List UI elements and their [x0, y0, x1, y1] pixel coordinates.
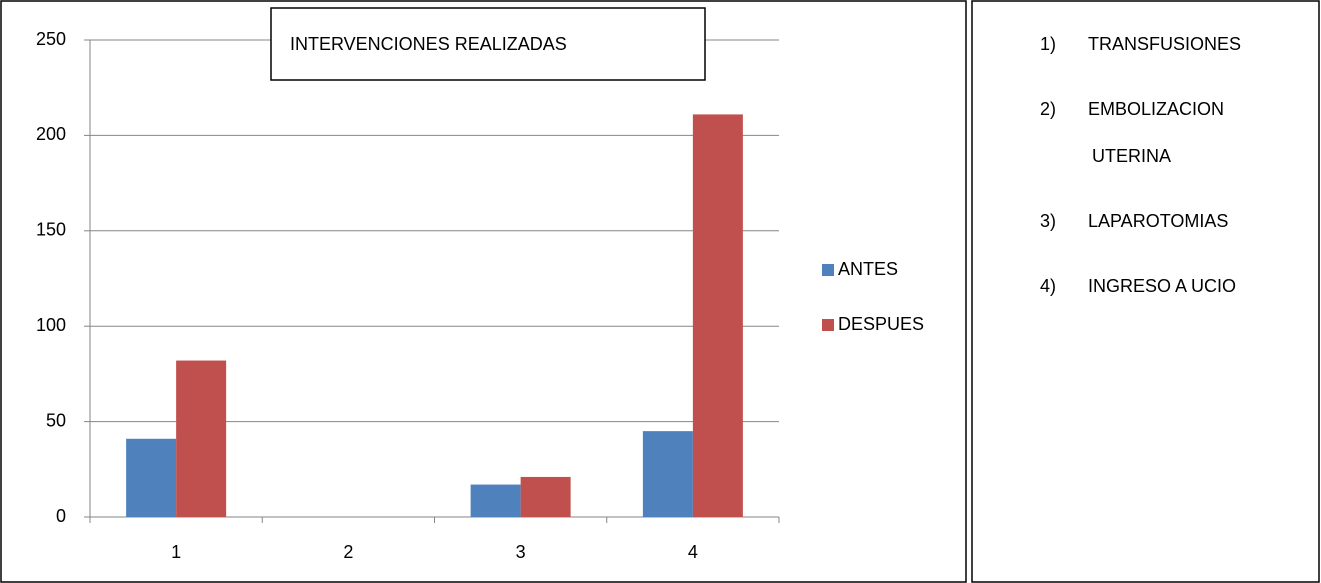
- bar: [692, 114, 743, 518]
- title-box: [270, 7, 706, 81]
- notes: 1) TRANSFUSIONES 2) EMBOLIZACION UTERINA 3) LA…: [1040, 34, 1241, 296]
- note-number: 1): [1040, 34, 1056, 54]
- note-text: UTERINA: [1092, 146, 1171, 166]
- note-number: 2): [1040, 99, 1056, 119]
- note-text: EMBOLIZACION: [1088, 99, 1224, 119]
- bar: [470, 484, 521, 517]
- legend-label: ANTES: [838, 259, 898, 279]
- notes-frame: [971, 0, 1320, 583]
- x-tick-label: 4: [688, 542, 698, 562]
- y-tick-label: 250: [36, 29, 66, 49]
- x-tick-label: 2: [343, 542, 353, 562]
- note-text: LAPAROTOMIAS: [1088, 211, 1228, 231]
- chart-title: INTERVENCIONES REALIZADAS: [290, 34, 567, 54]
- x-tick-label: 1: [171, 542, 181, 562]
- y-tick-label: 50: [46, 410, 66, 430]
- bar: [520, 476, 571, 517]
- y-tick-label: 200: [36, 124, 66, 144]
- bar: [642, 431, 693, 517]
- y-tick-label: 0: [56, 506, 66, 526]
- y-tick-label: 150: [36, 220, 66, 240]
- y-tick-label: 100: [36, 315, 66, 335]
- bar: [126, 438, 177, 517]
- bar: [176, 360, 227, 517]
- note-number: 4): [1040, 276, 1056, 296]
- x-tick-label: 3: [516, 542, 526, 562]
- plot: 0 50 100 150 200 250 1 2 3 4 ANTES DESPUES: [36, 29, 924, 562]
- note-text: TRANSFUSIONES: [1088, 34, 1241, 54]
- note-number: 3): [1040, 211, 1056, 231]
- note-text: INGRESO A UCIO: [1088, 276, 1236, 296]
- legend-label: DESPUES: [838, 314, 924, 334]
- legend-swatch: [822, 264, 834, 276]
- legend-swatch: [822, 319, 834, 331]
